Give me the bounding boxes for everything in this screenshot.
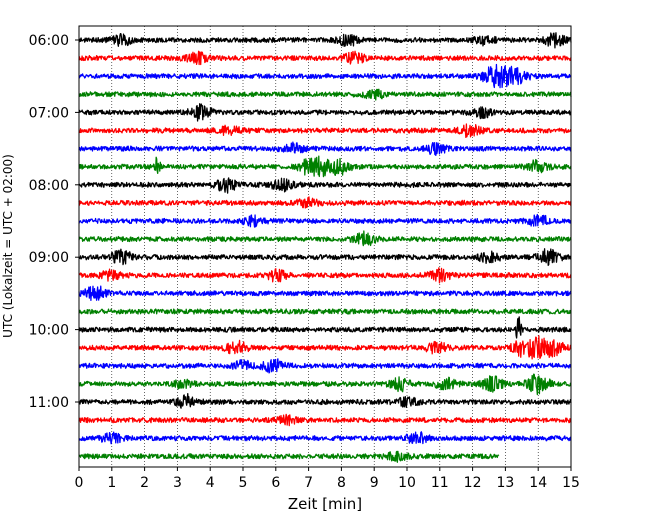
seismogram-trace [78, 248, 572, 266]
y-tick-label: 07:00 [29, 105, 69, 121]
seismogram-trace [78, 308, 572, 315]
seismogram-trace [78, 413, 572, 427]
seismogram-trace [78, 141, 572, 157]
x-axis-ticks: 0 1 2 3 4 5 6 7 8 9 10 11 12 13 14 15 [75, 467, 580, 491]
seismogram-trace [78, 50, 572, 66]
y-tick-label: 09:00 [29, 250, 69, 266]
x-tick-label: 7 [304, 475, 313, 491]
x-tick-label: 6 [271, 475, 280, 491]
seismogram-trace [78, 373, 572, 396]
seismogram-trace [78, 32, 572, 49]
y-axis-label: UTC (Lokalzeit = UTC + 02:00) [1, 154, 15, 338]
seismogram-trace [78, 450, 500, 463]
seismogram-trace [78, 123, 572, 139]
x-tick-label: 1 [107, 475, 116, 491]
plot-frame [78, 25, 572, 468]
seismogram-trace [78, 177, 572, 194]
y-tick-label: 10:00 [29, 323, 69, 339]
x-tick-label: 0 [75, 475, 84, 491]
x-tick-label: 12 [464, 475, 482, 491]
y-tick-label: 06:00 [29, 33, 69, 49]
y-tick-label: 11:00 [29, 395, 69, 411]
x-tick-label: 2 [140, 475, 149, 491]
seismogram-trace [78, 88, 572, 101]
y-axis-ticks: 06:00 07:00 08:00 09:00 10:00 11:00 [29, 33, 79, 411]
seismogram-trace [78, 431, 572, 445]
seismogram-trace [78, 213, 572, 228]
x-tick-label: 5 [239, 475, 248, 491]
x-tick-label: 10 [398, 475, 416, 491]
x-tick-label: 11 [431, 475, 449, 491]
seismogram-trace [78, 285, 572, 302]
seismogram-trace [78, 196, 572, 209]
x-tick-label: 13 [496, 475, 514, 491]
seismogram-trace [78, 63, 572, 89]
seismogram-trace [78, 155, 572, 178]
x-tick-label: 4 [206, 475, 215, 491]
x-tick-label: 15 [562, 475, 580, 491]
seismogram-trace [78, 316, 572, 339]
seismogram-trace [78, 267, 572, 284]
x-tick-label: 3 [173, 475, 182, 491]
seismogram-trace [78, 335, 572, 360]
seismogram-trace [78, 358, 572, 374]
x-axis-label: Zeit [min] [288, 495, 362, 513]
x-tick-label: 8 [337, 475, 346, 491]
seismogram-trace [78, 230, 572, 247]
seismogram-trace [78, 103, 572, 122]
trace-group [78, 32, 572, 463]
x-tick-label: 14 [529, 475, 547, 491]
x-tick-label: 9 [370, 475, 379, 491]
seismogram-trace [78, 393, 572, 409]
y-tick-label: 08:00 [29, 178, 69, 194]
